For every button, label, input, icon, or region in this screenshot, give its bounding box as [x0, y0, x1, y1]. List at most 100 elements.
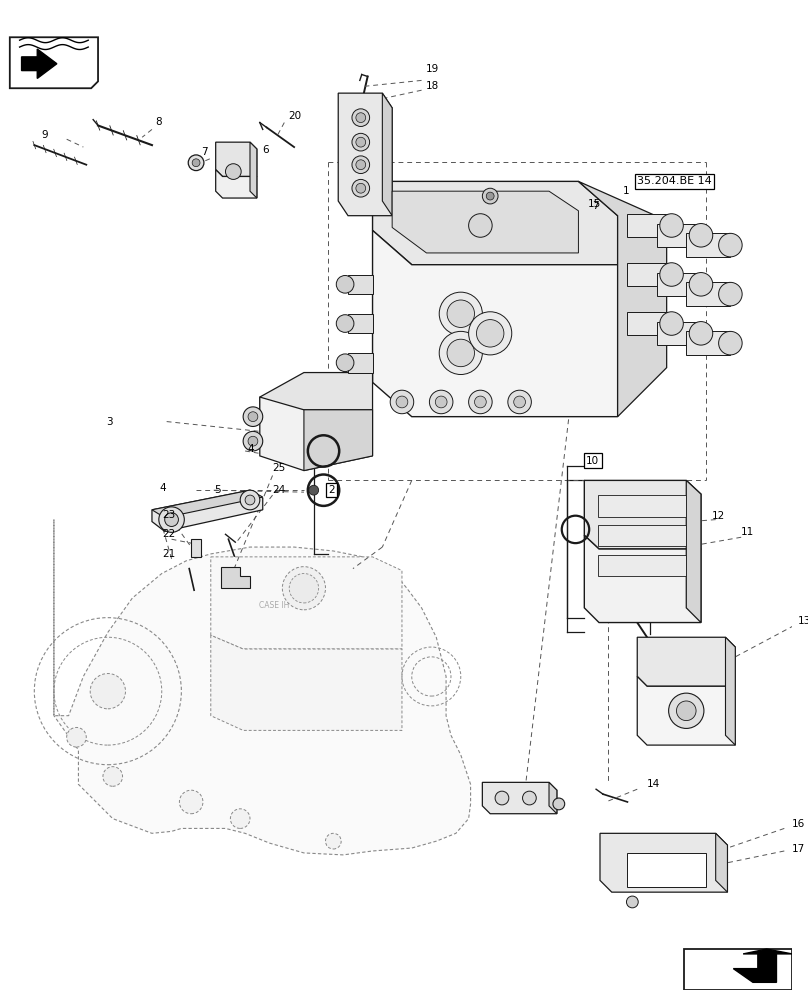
Polygon shape — [684, 949, 792, 990]
Text: 10: 10 — [587, 456, 600, 466]
Circle shape — [352, 133, 369, 151]
Text: 4: 4 — [160, 483, 166, 493]
Circle shape — [309, 485, 318, 495]
Circle shape — [523, 791, 537, 805]
Text: 4: 4 — [247, 444, 254, 454]
Polygon shape — [152, 490, 263, 531]
Circle shape — [90, 674, 125, 709]
Text: 21: 21 — [162, 549, 175, 559]
Text: 13: 13 — [798, 616, 808, 626]
Polygon shape — [372, 230, 617, 417]
Circle shape — [660, 214, 684, 237]
Text: 23: 23 — [162, 510, 175, 520]
Circle shape — [660, 312, 684, 335]
Circle shape — [179, 790, 203, 814]
Text: 22: 22 — [162, 529, 175, 539]
Circle shape — [626, 896, 638, 908]
Circle shape — [469, 312, 511, 355]
Polygon shape — [598, 555, 686, 576]
Polygon shape — [339, 93, 392, 216]
Circle shape — [159, 507, 184, 532]
Text: 16: 16 — [792, 819, 806, 829]
Polygon shape — [628, 312, 671, 335]
Circle shape — [689, 322, 713, 345]
Polygon shape — [348, 353, 372, 373]
Polygon shape — [348, 275, 372, 294]
Circle shape — [689, 273, 713, 296]
Text: 7: 7 — [592, 201, 599, 211]
Polygon shape — [638, 637, 735, 686]
Polygon shape — [598, 525, 686, 546]
Polygon shape — [482, 782, 557, 814]
Circle shape — [282, 567, 326, 610]
Circle shape — [336, 275, 354, 293]
Polygon shape — [304, 410, 372, 471]
Circle shape — [243, 407, 263, 426]
Polygon shape — [260, 373, 372, 410]
Circle shape — [718, 233, 743, 257]
Circle shape — [689, 224, 713, 247]
Polygon shape — [657, 224, 701, 247]
Text: 2: 2 — [328, 485, 335, 495]
Polygon shape — [638, 676, 735, 745]
Circle shape — [248, 412, 258, 422]
Circle shape — [718, 282, 743, 306]
Text: CASE IH: CASE IH — [259, 601, 290, 610]
Circle shape — [326, 833, 341, 849]
Text: 17: 17 — [792, 844, 806, 854]
Circle shape — [352, 109, 369, 126]
Circle shape — [469, 390, 492, 414]
Circle shape — [469, 214, 492, 237]
Circle shape — [436, 396, 447, 408]
Polygon shape — [686, 233, 730, 257]
Circle shape — [660, 263, 684, 286]
Circle shape — [447, 300, 474, 327]
Text: 24: 24 — [272, 485, 286, 495]
Polygon shape — [191, 539, 201, 557]
Polygon shape — [579, 181, 667, 417]
Text: 18: 18 — [426, 81, 439, 91]
Circle shape — [669, 693, 704, 728]
Circle shape — [429, 390, 453, 414]
Polygon shape — [600, 833, 727, 892]
Circle shape — [352, 156, 369, 174]
Polygon shape — [598, 495, 686, 517]
Circle shape — [240, 490, 260, 510]
Circle shape — [482, 188, 498, 204]
Circle shape — [474, 396, 486, 408]
Polygon shape — [628, 214, 671, 237]
Circle shape — [243, 431, 263, 451]
Circle shape — [676, 701, 696, 721]
Polygon shape — [260, 397, 372, 471]
Polygon shape — [211, 635, 402, 730]
Polygon shape — [628, 263, 671, 286]
Circle shape — [447, 339, 474, 367]
Polygon shape — [211, 557, 402, 649]
Text: 14: 14 — [647, 779, 660, 789]
Circle shape — [356, 160, 366, 170]
Circle shape — [553, 798, 565, 810]
Polygon shape — [221, 567, 250, 588]
Circle shape — [440, 292, 482, 335]
Polygon shape — [372, 181, 617, 265]
Text: 9: 9 — [41, 130, 48, 140]
Circle shape — [192, 159, 200, 167]
Circle shape — [477, 320, 504, 347]
Polygon shape — [348, 314, 372, 333]
Text: 3: 3 — [106, 417, 112, 427]
Polygon shape — [392, 191, 579, 253]
Text: 25: 25 — [272, 463, 286, 473]
Polygon shape — [216, 142, 257, 176]
Polygon shape — [584, 535, 701, 623]
Polygon shape — [382, 93, 392, 216]
Circle shape — [390, 390, 414, 414]
Circle shape — [495, 791, 509, 805]
Circle shape — [514, 396, 525, 408]
Polygon shape — [726, 637, 735, 745]
Circle shape — [440, 331, 482, 375]
Circle shape — [396, 396, 408, 408]
Text: 35.204.BE 14: 35.204.BE 14 — [638, 176, 712, 186]
Polygon shape — [686, 331, 730, 355]
Text: 5: 5 — [214, 485, 221, 495]
Polygon shape — [628, 853, 706, 887]
